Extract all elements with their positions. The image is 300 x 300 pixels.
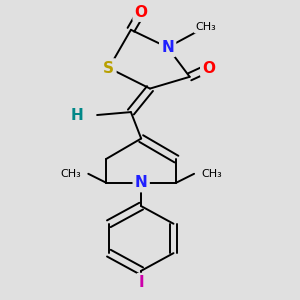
Text: N: N (161, 40, 174, 55)
Text: CH₃: CH₃ (196, 22, 216, 32)
Text: CH₃: CH₃ (60, 169, 81, 179)
Text: O: O (202, 61, 215, 76)
Text: S: S (103, 61, 114, 76)
Text: H: H (70, 107, 83, 122)
Text: CH₃: CH₃ (201, 169, 222, 179)
Text: O: O (135, 5, 148, 20)
Text: N: N (135, 175, 148, 190)
Text: I: I (138, 275, 144, 290)
